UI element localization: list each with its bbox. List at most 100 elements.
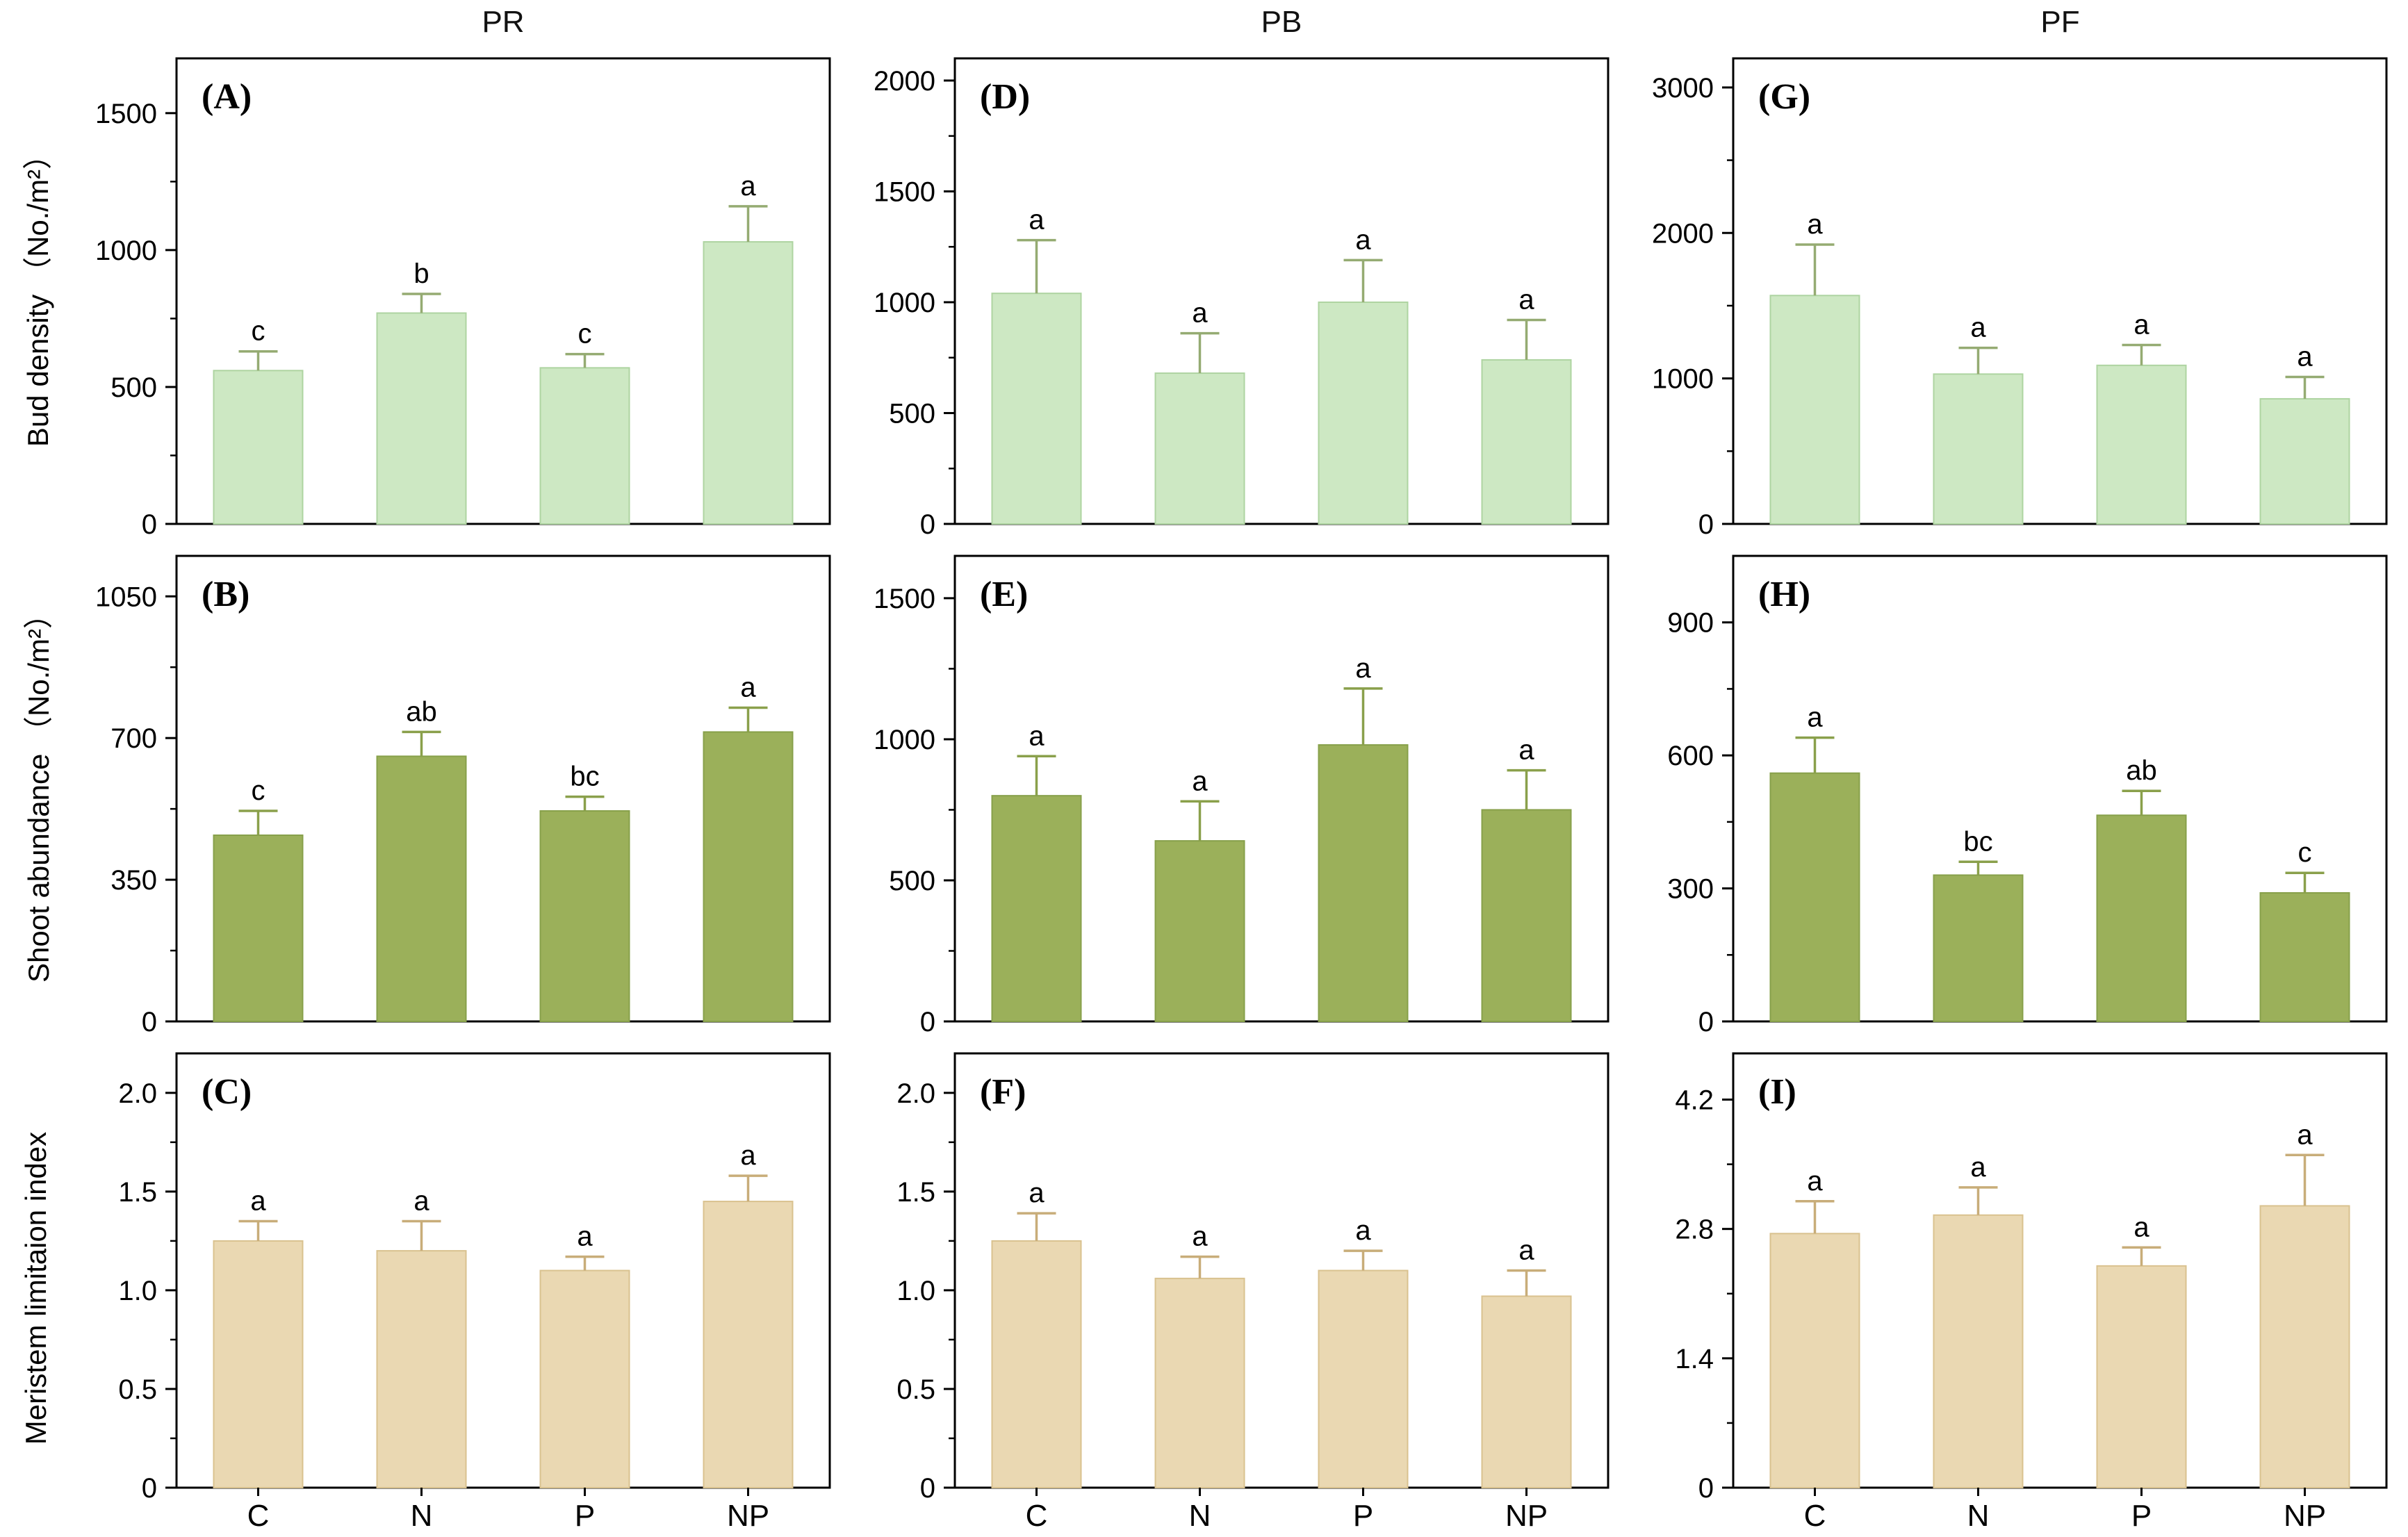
plot-box xyxy=(1732,554,2388,1023)
sig-letter: a xyxy=(2133,309,2149,340)
panel-G-cell: 0 1000 2000 3000 a a a a (G) xyxy=(1629,44,2408,542)
bar xyxy=(1318,744,1409,1022)
bar xyxy=(213,370,304,525)
y-tick-label: 4.2 xyxy=(1675,1085,1714,1115)
y-tick-label: 1.4 xyxy=(1675,1344,1714,1374)
y-tick-label: 2000 xyxy=(1652,218,1714,249)
plot-box xyxy=(1732,1052,2388,1489)
panel-letter: (D) xyxy=(980,77,1030,117)
sig-letter: a xyxy=(1355,653,1371,684)
x-tick-label: C xyxy=(247,1499,270,1533)
sig-letter: a xyxy=(1029,205,1045,236)
sig-letter: c xyxy=(2298,837,2312,868)
bar xyxy=(1481,809,1572,1022)
y-tick-label: 1000 xyxy=(874,288,935,318)
sig-letter: a xyxy=(1970,1152,1986,1183)
bar xyxy=(2096,1265,2187,1488)
plot-box xyxy=(175,1052,831,1489)
x-tick-label: N xyxy=(411,1499,433,1533)
bar xyxy=(1933,874,2024,1022)
y-tick-label: 0 xyxy=(142,1007,157,1037)
panel-B-cell: 0 350 700 1050 c ab bc a (B) xyxy=(72,542,851,1039)
bar xyxy=(539,367,630,525)
x-tick-label: NP xyxy=(2284,1499,2326,1533)
y-tick-label: 0 xyxy=(142,1473,157,1504)
sig-letter: ab xyxy=(2126,755,2157,786)
bar xyxy=(1154,1277,1245,1488)
panel-F-chart: 0 0.5 1.0 1.5 2.0 a Ca Na Pa NP (F) xyxy=(896,1052,1610,1533)
sig-letter: a xyxy=(740,171,756,202)
bar xyxy=(1154,840,1245,1022)
sig-letter: a xyxy=(1192,298,1208,329)
y-tick-label: 2000 xyxy=(874,66,935,97)
panel-B-chart: 0 350 700 1050 c ab bc a (B) xyxy=(95,554,831,1037)
corner-spacer xyxy=(0,0,72,44)
sig-letter: bc xyxy=(570,762,599,792)
y-tick-label: 1500 xyxy=(95,99,157,129)
bar xyxy=(991,1240,1082,1488)
bar xyxy=(1769,1233,1860,1488)
bar xyxy=(1481,359,1572,525)
sig-letter: c xyxy=(252,775,265,806)
bar xyxy=(703,1201,794,1488)
sig-letter: a xyxy=(1029,721,1045,751)
y-tick-label: 1500 xyxy=(874,584,935,614)
y-tick-label: 500 xyxy=(889,398,935,429)
x-tick-label: P xyxy=(575,1499,595,1533)
panel-letter: (C) xyxy=(202,1072,252,1112)
sig-letter: b xyxy=(413,258,429,289)
x-tick-label: P xyxy=(2131,1499,2152,1533)
y-axis-label-meristem-index-text: Meristem limitaion index xyxy=(19,1131,53,1445)
column-header-pf: PF xyxy=(2040,5,2080,39)
bar xyxy=(1933,373,2024,525)
bar xyxy=(2259,397,2350,525)
sig-letter: a xyxy=(1518,735,1534,766)
sig-letter: a xyxy=(577,1222,593,1252)
y-tick-label: 1.0 xyxy=(896,1276,935,1306)
y-tick-label: 900 xyxy=(1667,608,1714,639)
bar xyxy=(376,312,467,525)
sig-letter: a xyxy=(1807,702,1823,733)
y-tick-label: 0 xyxy=(920,509,935,540)
bar xyxy=(2259,891,2350,1023)
sig-letter: a xyxy=(1355,1215,1371,1246)
bar xyxy=(539,810,630,1022)
y-tick-label: 2.0 xyxy=(896,1078,935,1109)
sig-letter: a xyxy=(740,1140,756,1171)
sig-letter: ab xyxy=(406,696,437,727)
panel-letter: (I) xyxy=(1758,1072,1796,1112)
bar xyxy=(703,731,794,1022)
panel-E-chart: 0 500 1000 1500 a a a a (E) xyxy=(874,554,1610,1037)
x-tick-label: N xyxy=(1967,1499,1990,1533)
y-tick-label: 0.5 xyxy=(118,1374,157,1405)
plot-box xyxy=(175,554,831,1023)
panel-A-chart: 0 500 1000 1500 c b c a (A) xyxy=(95,57,831,540)
sig-letter: a xyxy=(2133,1212,2149,1242)
sig-letter: a xyxy=(2297,342,2313,372)
sig-letter: bc xyxy=(1963,826,1992,857)
y-tick-label: 0 xyxy=(920,1473,935,1504)
panel-letter: (B) xyxy=(202,575,249,614)
y-axis-label-bud-density: Bud density （No./m²） xyxy=(0,44,72,542)
y-tick-label: 1500 xyxy=(874,176,935,207)
bar xyxy=(1481,1295,1572,1488)
sig-letter: a xyxy=(1029,1178,1045,1208)
bar xyxy=(1154,372,1245,525)
y-tick-label: 1.5 xyxy=(118,1177,157,1208)
x-tick-label: C xyxy=(1026,1499,1048,1533)
panel-E-cell: 0 500 1000 1500 a a a a (E) xyxy=(851,542,1629,1039)
y-tick-label: 0 xyxy=(1698,1007,1714,1037)
y-axis-label-shoot-abundance: Shoot abundance （No./m²） xyxy=(0,542,72,1039)
y-tick-label: 0 xyxy=(920,1007,935,1037)
y-tick-label: 300 xyxy=(1667,874,1714,905)
y-axis-label-meristem-index: Meristem limitaion index xyxy=(0,1039,72,1537)
sig-letter: a xyxy=(1807,1166,1823,1197)
panel-C-chart: 0 0.5 1.0 1.5 2.0 a Ca Na Pa NP (C) xyxy=(118,1052,831,1533)
y-tick-label: 1.5 xyxy=(896,1177,935,1208)
panel-letter: (F) xyxy=(980,1072,1026,1112)
plot-box xyxy=(175,57,831,525)
y-tick-label: 0 xyxy=(1698,1473,1714,1504)
bar xyxy=(1769,772,1860,1022)
